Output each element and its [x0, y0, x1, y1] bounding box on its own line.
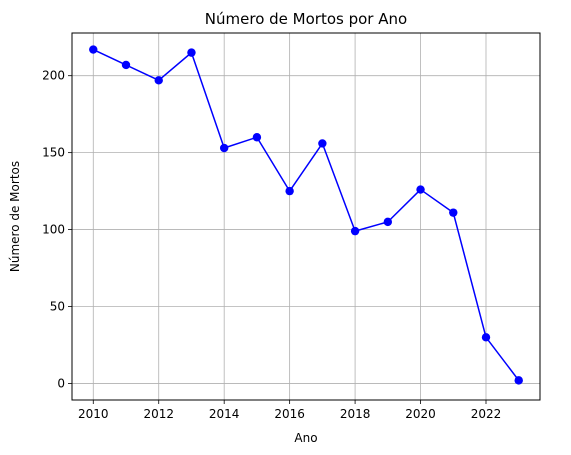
data-point	[481, 333, 491, 342]
y-tick-label: 50	[50, 300, 65, 314]
data-point	[350, 226, 360, 236]
x-tick-label: 2022	[471, 407, 502, 421]
y-axis-ticks: 0 50 100 150 200	[42, 69, 72, 390]
y-axis-label: Número de Mortos	[8, 161, 22, 272]
data-point	[121, 60, 131, 70]
data-point	[154, 76, 163, 85]
data-point	[383, 217, 393, 227]
data-series	[89, 45, 523, 385]
data-point	[514, 376, 523, 385]
data-point	[318, 139, 327, 148]
data-point	[285, 186, 294, 196]
chart-title: Número de Mortos por Ano	[205, 10, 407, 28]
data-point	[252, 133, 262, 142]
x-tick-label: 2018	[340, 407, 371, 421]
x-axis-ticks: 2010 2012 2014 2016 2018 2020 2022	[78, 400, 501, 421]
x-tick-label: 2012	[143, 407, 174, 421]
x-tick-label: 2014	[209, 407, 240, 421]
x-axis-label: Ano	[294, 431, 317, 445]
data-point	[416, 185, 425, 194]
x-tick-label: 2020	[405, 407, 436, 421]
series-line	[92, 48, 520, 381]
data-point	[187, 48, 196, 57]
data-point	[219, 143, 229, 153]
x-tick-label: 2010	[78, 407, 109, 421]
y-tick-label: 100	[42, 223, 65, 237]
data-point	[449, 208, 458, 217]
x-tick-label: 2016	[274, 407, 305, 421]
y-tick-label: 200	[42, 69, 65, 83]
data-point	[89, 45, 98, 54]
y-tick-label: 0	[57, 376, 65, 390]
plot-frame	[71, 32, 541, 401]
y-tick-label: 150	[42, 146, 65, 160]
